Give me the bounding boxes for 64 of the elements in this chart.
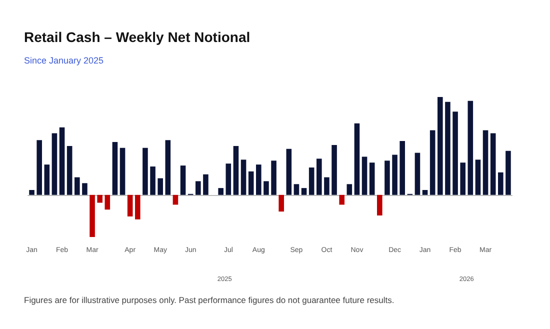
- bar: [445, 102, 450, 195]
- bar: [384, 160, 390, 195]
- bar: [301, 188, 307, 195]
- bar: [490, 133, 496, 195]
- bar: [400, 141, 405, 195]
- bar: [240, 160, 246, 195]
- bar: [150, 166, 156, 195]
- bar: [233, 146, 239, 195]
- bar: [324, 177, 330, 195]
- bar: [256, 164, 262, 195]
- bar: [346, 184, 352, 195]
- bar: [308, 167, 314, 195]
- bar: [278, 194, 284, 212]
- bar: [66, 146, 72, 195]
- bar: [158, 178, 163, 195]
- bar: [377, 194, 382, 216]
- bar: [104, 194, 110, 210]
- bar: [414, 152, 420, 195]
- bar: [460, 162, 466, 195]
- chart-title: Retail Cash – Weekly Net Notional: [24, 29, 250, 45]
- text: Figures are for illustrative purposes only. Past performance figures do not guarantee future results.: [24, 295, 394, 305]
- bar: [286, 148, 292, 195]
- bar: [97, 194, 102, 203]
- bar: [430, 130, 436, 195]
- bar: [44, 164, 50, 195]
- bar: [392, 154, 398, 195]
- bar: [82, 183, 88, 195]
- bar: [112, 142, 118, 195]
- bar: [369, 162, 375, 195]
- bar: [339, 194, 344, 205]
- bar: [120, 148, 126, 195]
- bar: [438, 97, 443, 195]
- bar: [468, 100, 474, 195]
- bar: [271, 160, 276, 195]
- bar: [452, 112, 458, 195]
- bar: [196, 181, 201, 195]
- bar: [316, 158, 322, 195]
- bar: [354, 123, 360, 195]
- bar: [172, 194, 178, 205]
- bar: [90, 194, 95, 237]
- bar: [135, 194, 140, 220]
- bar: [362, 156, 368, 195]
- bar: [264, 181, 269, 195]
- bar: [506, 150, 511, 195]
- chart-subtitle: Since January 2025: [24, 56, 104, 66]
- bar: [422, 190, 428, 195]
- bar: [498, 172, 504, 195]
- bar: [29, 190, 34, 195]
- bar: [294, 184, 300, 195]
- bar: [165, 140, 171, 195]
- bar: [332, 144, 337, 195]
- bar: [226, 164, 232, 195]
- bar: [482, 130, 488, 195]
- bar: [36, 140, 42, 195]
- bar: [180, 166, 186, 195]
- bar: [52, 133, 58, 195]
- bar: [218, 188, 224, 195]
- bar: [127, 194, 133, 216]
- bar: [475, 160, 481, 195]
- bar: [142, 148, 148, 195]
- bar: [203, 174, 208, 195]
- bar: [59, 127, 65, 195]
- bar: [248, 171, 254, 195]
- bar: [74, 177, 80, 195]
